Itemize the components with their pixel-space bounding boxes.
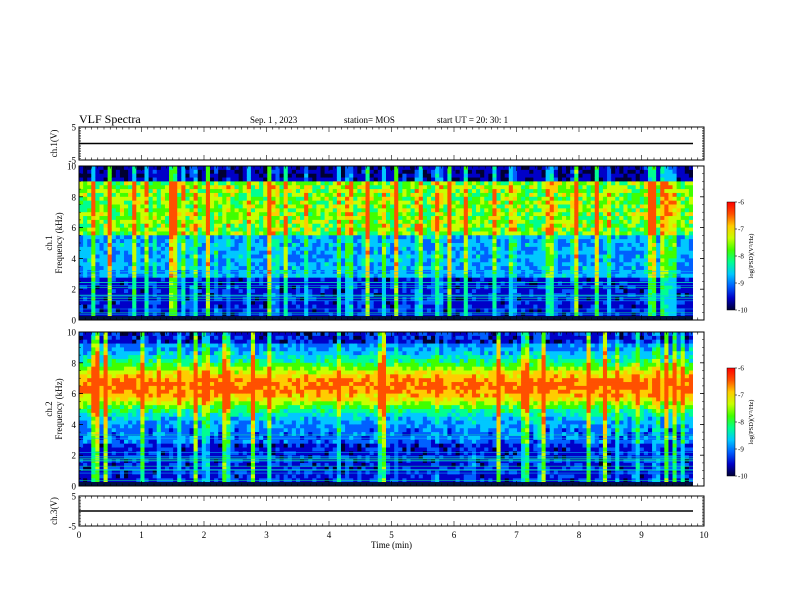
x-tick-label: 2 bbox=[202, 530, 207, 540]
colorbar-tick-label: -10 bbox=[738, 307, 748, 315]
y-axis-label: ch.2Frequency (kHz) bbox=[44, 378, 64, 439]
y-tick-label: 10 bbox=[67, 328, 77, 338]
colorbar-tick-label: -6 bbox=[738, 365, 744, 373]
y-tick-label: 8 bbox=[72, 192, 77, 202]
spectrogram-ch2 bbox=[79, 332, 704, 486]
station-label: station= MOS bbox=[344, 115, 395, 125]
y-tick-label: 10 bbox=[67, 162, 77, 172]
y-tick-label: 5 bbox=[72, 492, 77, 502]
x-tick-label: 10 bbox=[700, 530, 710, 540]
y-tick-label: 4 bbox=[72, 254, 77, 264]
colorbar-ch1: -6 -7 -8 -9 -10 log(PSD)(V²/Hz) bbox=[727, 199, 755, 315]
x-tick-label: 7 bbox=[514, 530, 519, 540]
y-tick-label: 6 bbox=[72, 389, 77, 399]
x-tick-label: 6 bbox=[452, 530, 457, 540]
y-tick-label: 2 bbox=[72, 451, 77, 461]
x-tick-label: 1 bbox=[139, 530, 144, 540]
y-tick-label: 0 bbox=[72, 482, 77, 492]
x-tick-label: 3 bbox=[264, 530, 269, 540]
colorbar-label: log(PSD)(V²/Hz) bbox=[748, 234, 755, 279]
y-axis-label: ch.3(V) bbox=[49, 497, 59, 525]
y-tick-label: -5 bbox=[69, 522, 77, 532]
colorbar-tick-label: -9 bbox=[738, 446, 744, 454]
y-tick-label: 6 bbox=[72, 223, 77, 233]
colorbar-label: log(PSD)(V²/Hz) bbox=[748, 400, 755, 445]
start-time-label: start UT = 20: 30: 1 bbox=[437, 115, 508, 125]
y-tick-label: 4 bbox=[72, 420, 77, 430]
x-tick-label: 4 bbox=[327, 530, 332, 540]
x-axis-label: Time (min) bbox=[371, 540, 412, 550]
colorbar-tick-label: -9 bbox=[738, 280, 744, 288]
panel-axes-3: 5 -5 ch.3(V) 0 1 2 3 4 5 6 7 8 9 10 Time (min) bbox=[49, 492, 709, 551]
colorbar-tick-label: -6 bbox=[738, 199, 744, 207]
colorbar-tick-label: -7 bbox=[738, 226, 744, 234]
y-tick-label: 5 bbox=[72, 123, 77, 133]
y-tick-label: 0 bbox=[72, 316, 77, 326]
colorbar-tick-label: -8 bbox=[738, 253, 744, 261]
date-label: Sep. 1 , 2023 bbox=[250, 115, 297, 125]
x-tick-label: 9 bbox=[639, 530, 644, 540]
colorbar-ch2: -6 -7 -8 -9 -10 log(PSD)(V²/Hz) bbox=[727, 365, 755, 481]
y-axis-label: ch.1Frequency (kHz) bbox=[44, 212, 64, 273]
x-tick-label: 0 bbox=[77, 530, 82, 540]
x-tick-label: 8 bbox=[577, 530, 582, 540]
spectrogram-ch1 bbox=[79, 166, 704, 320]
plot-title: VLF Spectra bbox=[79, 112, 141, 127]
x-tick-label: 5 bbox=[389, 530, 394, 540]
colorbar-tick-label: -7 bbox=[738, 392, 744, 400]
y-axis-label: ch.1(V) bbox=[49, 130, 59, 158]
y-tick-label: 2 bbox=[72, 285, 77, 295]
y-tick-label: 8 bbox=[72, 358, 77, 368]
colorbar-tick-label: -8 bbox=[738, 419, 744, 427]
colorbar-tick-label: -10 bbox=[738, 473, 748, 481]
